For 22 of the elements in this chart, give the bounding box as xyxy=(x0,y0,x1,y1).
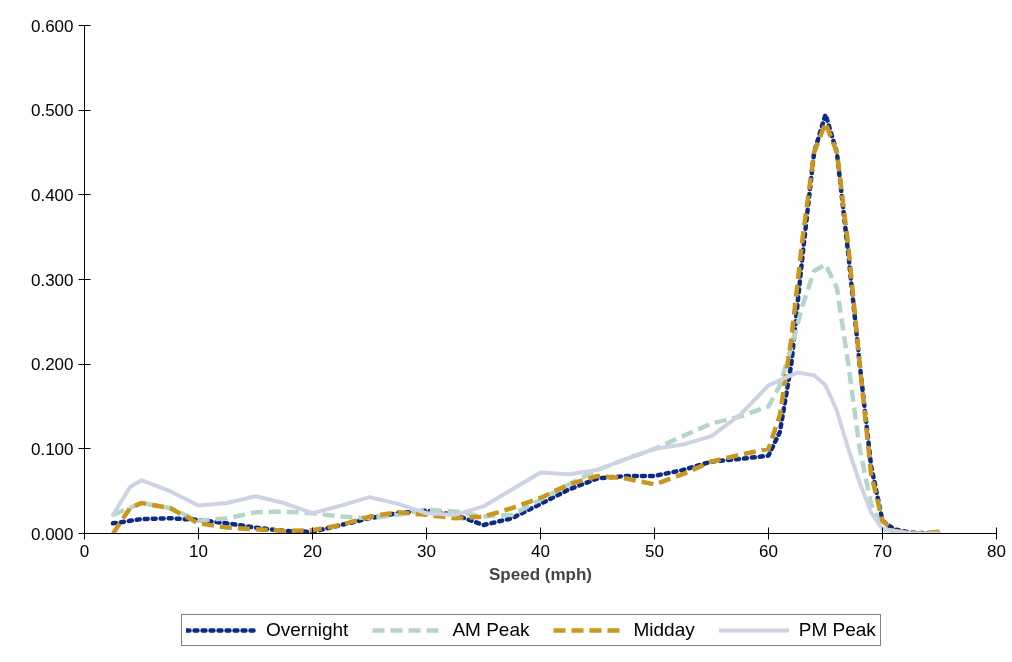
x-tick-label: 10 xyxy=(189,541,208,561)
x-tick-label: 30 xyxy=(417,541,436,561)
x-tick-label: 40 xyxy=(531,541,550,561)
y-tick-label: 0.600 xyxy=(30,16,74,36)
x-tick-label: 80 xyxy=(987,541,1006,561)
x-tick-label: 0 xyxy=(79,541,90,561)
x-tick-label: 20 xyxy=(303,541,322,561)
legend-label: PM Peak xyxy=(798,619,876,641)
y-tick-label: 0.500 xyxy=(30,101,74,121)
legend-label: AM Peak xyxy=(452,619,530,641)
y-tick-label: 0.100 xyxy=(30,439,74,459)
legend-label: Midday xyxy=(633,619,695,641)
y-tick-label: 0.000 xyxy=(30,524,74,544)
legend-label: Overnight xyxy=(266,619,349,641)
x-axis-title: Speed (mph) xyxy=(489,564,592,584)
x-tick-label: 50 xyxy=(645,541,664,561)
y-tick-label: 0.300 xyxy=(30,270,74,290)
y-tick-label: 0.400 xyxy=(30,185,74,205)
x-tick-label: 70 xyxy=(873,541,892,561)
y-tick-label: 0.200 xyxy=(30,355,74,375)
x-tick-label: 60 xyxy=(759,541,778,561)
line-series xyxy=(111,370,942,534)
